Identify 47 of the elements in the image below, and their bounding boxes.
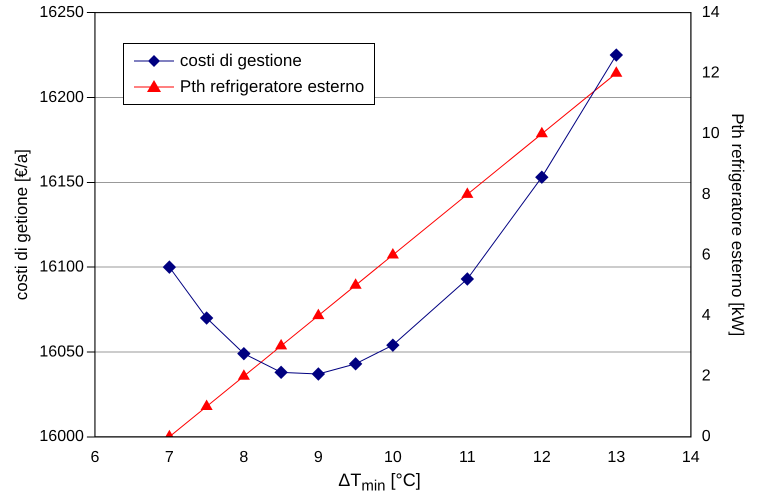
point bbox=[200, 400, 212, 410]
legend-label: Pth refrigeratore esterno bbox=[180, 76, 364, 97]
x-tick-label: 9 bbox=[314, 448, 323, 466]
point bbox=[349, 357, 362, 370]
point bbox=[535, 170, 548, 184]
point bbox=[460, 272, 474, 286]
y2-tick-label: 14 bbox=[702, 4, 720, 22]
x-tick-label: 6 bbox=[90, 448, 100, 466]
y-tick-label: 16100 bbox=[39, 258, 84, 276]
point bbox=[275, 339, 287, 350]
point bbox=[610, 48, 623, 62]
point bbox=[536, 127, 548, 138]
y2-tick-label: 6 bbox=[702, 246, 711, 264]
y-axis-title: costi di getione [€/a] bbox=[12, 149, 31, 300]
y-tick-label: 16250 bbox=[39, 4, 84, 22]
y2-tick-label: 4 bbox=[702, 307, 711, 324]
point bbox=[162, 260, 176, 274]
y2-tick-label: 12 bbox=[702, 64, 720, 82]
x-tick-label: 11 bbox=[459, 448, 476, 466]
x-tick-label: 8 bbox=[239, 448, 248, 466]
x-tick-label: 7 bbox=[164, 448, 174, 466]
y-tick-label: 16000 bbox=[39, 428, 84, 446]
point bbox=[312, 368, 325, 381]
y2-tick-label: 0 bbox=[702, 428, 711, 446]
y2-tick-label: 2 bbox=[702, 368, 711, 385]
y-tick-label: 16150 bbox=[39, 174, 84, 191]
x-axis-title: ΔT$_{min}$ [°C] bbox=[337, 470, 422, 495]
y2-axis-title: Pth refrigeratore esterno [kW] bbox=[728, 113, 748, 336]
point bbox=[312, 309, 324, 320]
point bbox=[387, 248, 399, 258]
legend-label: costi di gestione bbox=[180, 50, 302, 71]
point bbox=[350, 278, 362, 289]
y2-tick-label: 10 bbox=[702, 125, 720, 142]
point bbox=[200, 312, 214, 325]
x-tick-label: 14 bbox=[682, 448, 700, 466]
point bbox=[238, 370, 250, 380]
x-tick-label: 12 bbox=[532, 448, 551, 466]
point bbox=[274, 366, 288, 379]
y2-tick-label: 8 bbox=[702, 186, 711, 203]
point bbox=[610, 66, 622, 77]
point bbox=[462, 188, 474, 198]
x-tick-label: 13 bbox=[607, 448, 626, 466]
y-tick-label: 16200 bbox=[39, 88, 84, 106]
y-tick-label: 16050 bbox=[39, 343, 84, 360]
point bbox=[386, 338, 400, 352]
x-tick-label: 10 bbox=[384, 448, 402, 466]
point bbox=[237, 347, 250, 360]
